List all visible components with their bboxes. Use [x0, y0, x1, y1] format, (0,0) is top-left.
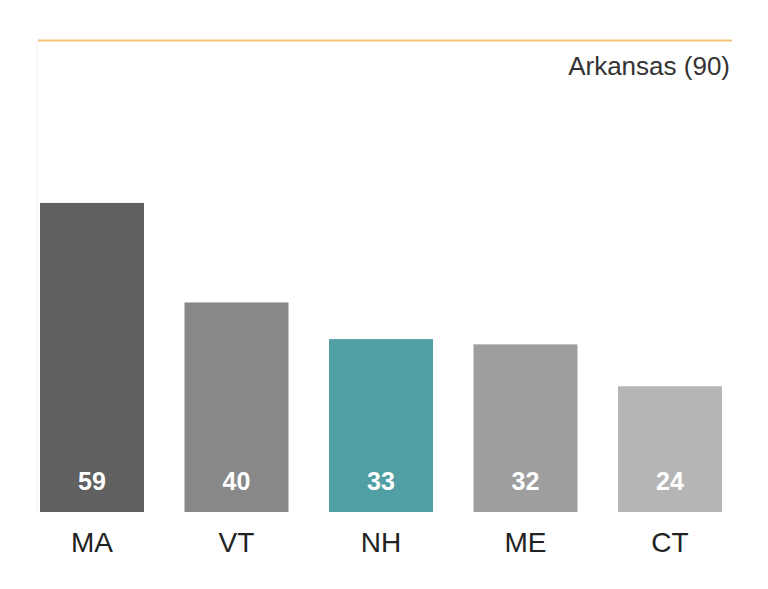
bar — [474, 344, 578, 512]
bar — [40, 203, 144, 512]
bar — [618, 386, 722, 512]
bars — [40, 203, 722, 512]
data-label: 32 — [512, 467, 540, 495]
chart-svg: Arkansas (90) 59 40 33 32 24 MA VT NH ME CT — [0, 0, 768, 589]
chart-container: Arkansas (90) 59 40 33 32 24 MA VT NH ME CT — [0, 0, 768, 589]
reference-label: Arkansas (90) — [568, 51, 730, 81]
data-label: 33 — [367, 467, 395, 495]
data-label: 24 — [656, 467, 684, 495]
data-label: 40 — [223, 467, 251, 495]
value-axis-line — [37, 41, 38, 513]
category-label: NH — [361, 527, 401, 558]
reference-line — [38, 40, 732, 42]
category-label: CT — [651, 527, 688, 558]
category-label: VT — [219, 527, 255, 558]
category-label: MA — [71, 527, 113, 558]
bar — [329, 339, 433, 512]
data-label: 59 — [78, 467, 106, 495]
bar — [185, 302, 289, 512]
category-label: ME — [505, 527, 547, 558]
